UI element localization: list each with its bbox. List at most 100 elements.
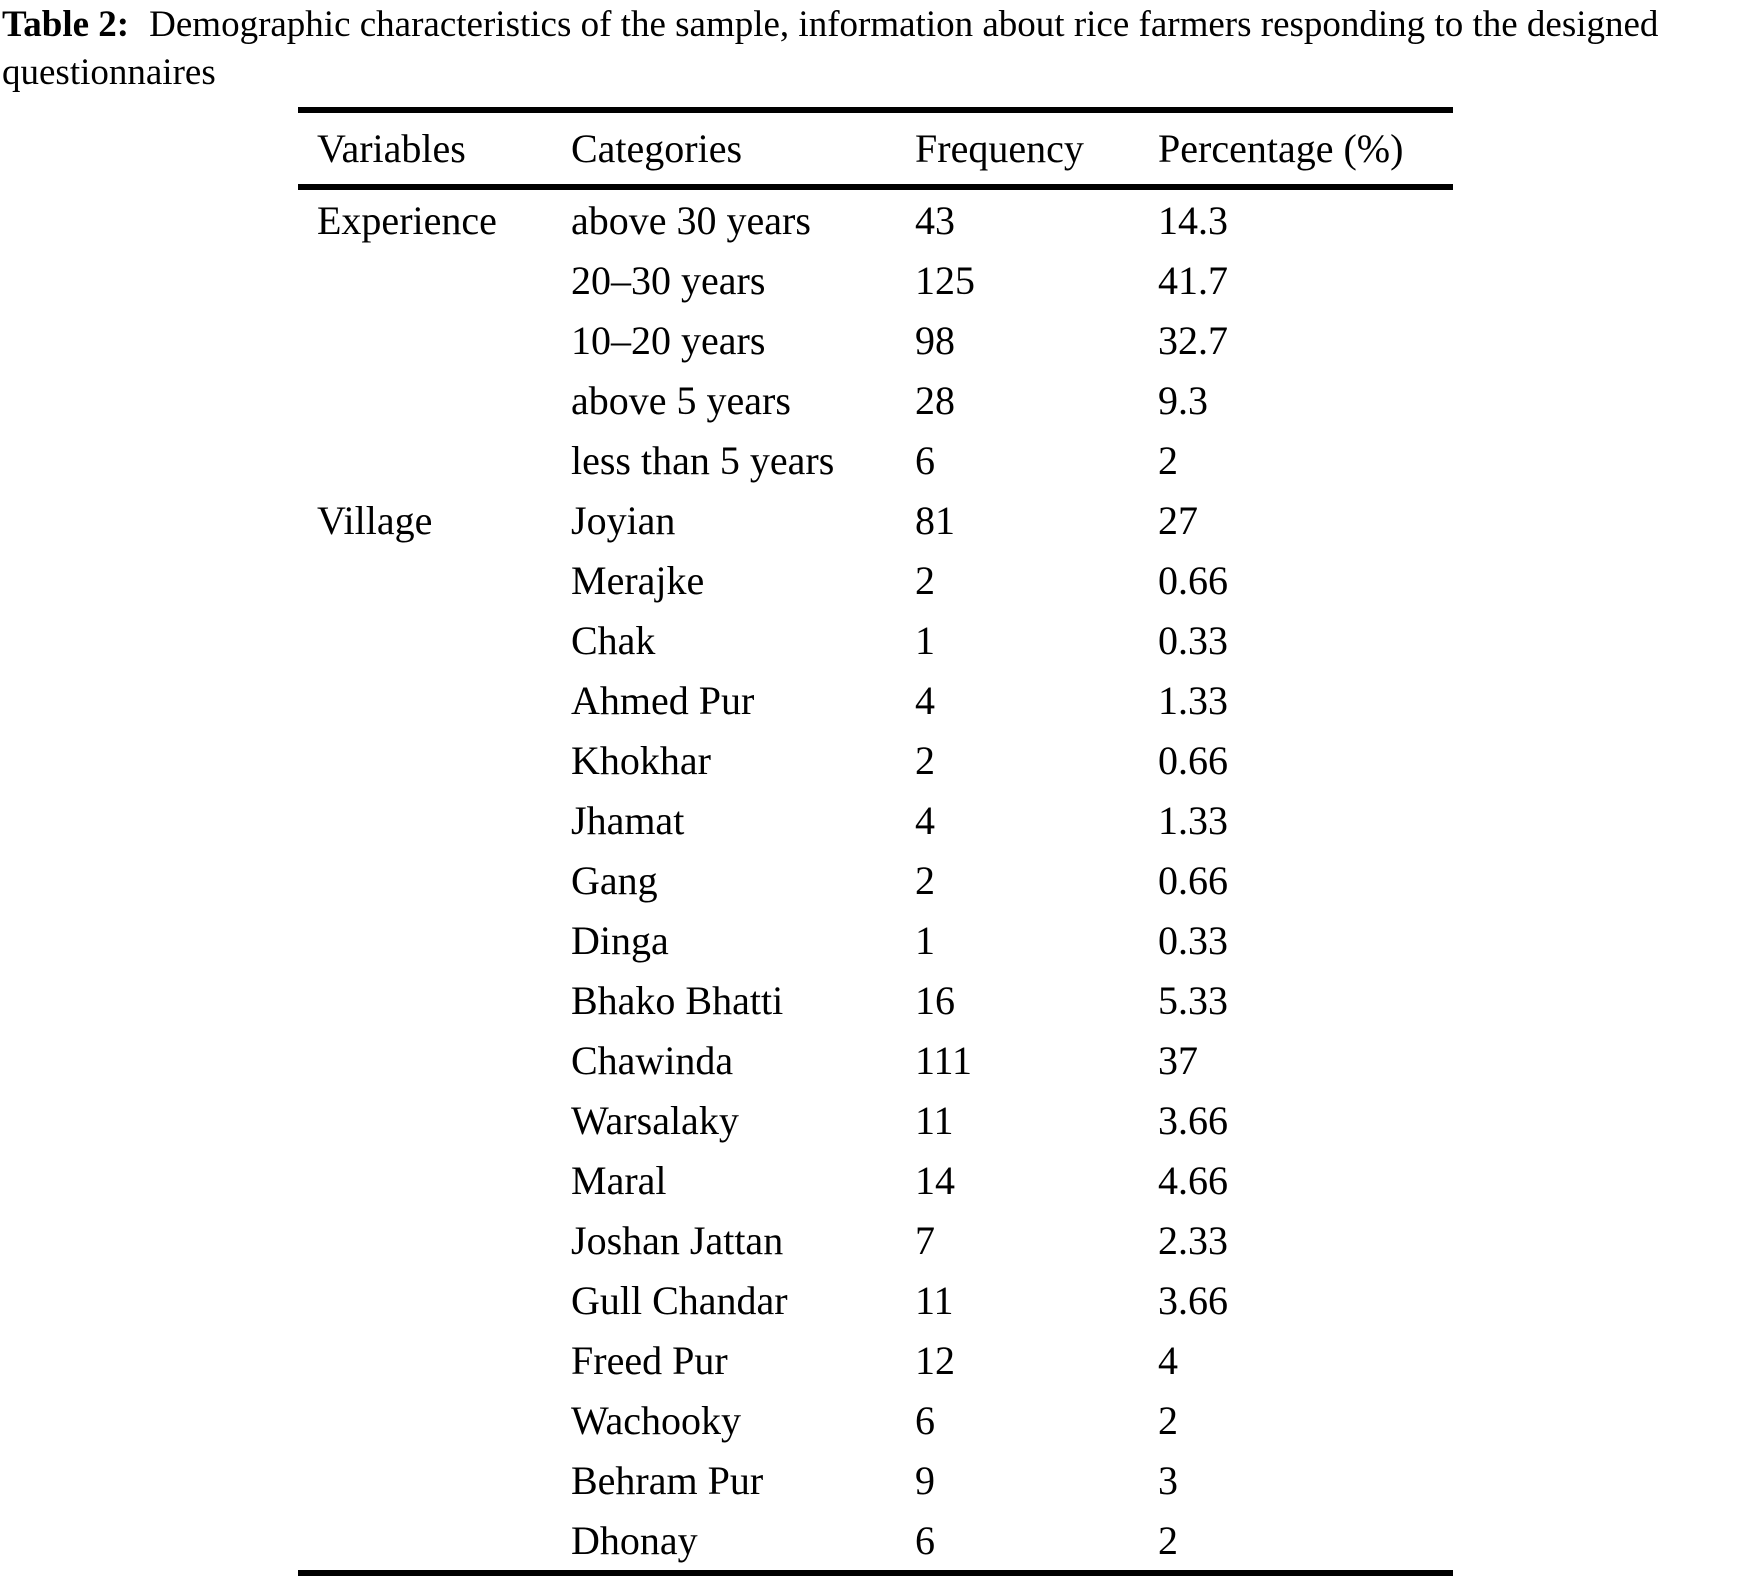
cell-variable: Experience [317,197,497,243]
table-header: Variables Categories Frequency Percentage (… [298,110,1453,187]
table-row: above 5 years 28 9.3 [298,370,1453,430]
table-row: 20–30 years 125 41.7 [298,250,1453,310]
cell-category: Joshan Jattan [571,1217,784,1263]
cell-frequency: 7 [915,1217,935,1263]
cell-percentage: 1.33 [1158,677,1228,723]
table-body: Experience above 30 years 43 14.3 20–30 year… [298,187,1453,1573]
cell-percentage: 2.33 [1158,1217,1228,1263]
table-caption: Table 2: Demographic characteristics of t… [2,1,1749,97]
cell-percentage: 41.7 [1158,257,1228,303]
column-header-variables: Variables [317,126,466,171]
cell-variable [298,1510,571,1573]
table-row: Warsalaky 11 3.66 [298,1090,1453,1150]
cell-category: Maral [571,1157,667,1203]
cell-category: above 30 years [571,197,811,243]
cell-percentage: 0.33 [1158,917,1228,963]
table-row: Joshan Jattan 7 2.33 [298,1210,1453,1270]
cell-percentage: 3.66 [1158,1277,1228,1323]
table-row: Jhamat 4 1.33 [298,790,1453,850]
table-row: less than 5 years 6 2 [298,430,1453,490]
cell-category: Behram Pur [571,1457,764,1503]
cell-frequency: 1 [915,917,935,963]
cell-frequency: 2 [915,557,935,603]
cell-frequency: 16 [915,977,955,1023]
cell-frequency: 4 [915,677,935,723]
cell-percentage: 37 [1158,1037,1198,1083]
cell-variable [298,1450,571,1510]
cell-category: Dhonay [571,1517,698,1563]
cell-frequency: 6 [915,437,935,483]
cell-frequency: 11 [915,1097,954,1143]
table-row: Maral 14 4.66 [298,1150,1453,1210]
cell-variable [298,970,571,1030]
table-caption-text: Demographic characteristics of the sampl… [2,4,1659,93]
cell-variable [298,250,571,310]
cell-category: Ahmed Pur [571,677,755,723]
table-row: Ahmed Pur 4 1.33 [298,670,1453,730]
cell-frequency: 9 [915,1457,935,1503]
cell-category: Bhako Bhatti [571,977,784,1023]
cell-variable [298,850,571,910]
column-header-frequency: Frequency [915,126,1084,171]
table-row: Freed Pur 12 4 [298,1330,1453,1390]
cell-frequency: 98 [915,317,955,363]
cell-percentage: 2 [1158,1397,1178,1443]
cell-category: Jhamat [571,797,685,843]
cell-variable [298,1330,571,1390]
cell-percentage: 3 [1158,1457,1178,1503]
cell-percentage: 0.33 [1158,617,1228,663]
cell-frequency: 14 [915,1157,955,1203]
cell-percentage: 0.66 [1158,737,1228,783]
cell-percentage: 0.66 [1158,857,1228,903]
table-row: Chak 1 0.33 [298,610,1453,670]
cell-variable [298,790,571,850]
table-row: Experience above 30 years 43 14.3 [298,187,1453,250]
cell-variable [298,550,571,610]
table-row: Dhonay 6 2 [298,1510,1453,1573]
table-row: Merajke 2 0.66 [298,550,1453,610]
cell-category: 10–20 years [571,317,766,363]
cell-percentage: 2 [1158,1517,1178,1563]
cell-percentage: 4.66 [1158,1157,1228,1203]
cell-variable [298,910,571,970]
cell-frequency: 11 [915,1277,954,1323]
cell-variable [298,370,571,430]
table-caption-label: Table 2: [2,4,130,45]
cell-frequency: 28 [915,377,955,423]
cell-category: Khokhar [571,737,711,783]
cell-percentage: 14.3 [1158,197,1228,243]
cell-category: less than 5 years [571,437,835,483]
cell-category: Wachooky [571,1397,742,1443]
cell-percentage: 27 [1158,497,1198,543]
cell-variable [298,430,571,490]
table-row: Bhako Bhatti 16 5.33 [298,970,1453,1030]
table-row: Dinga 1 0.33 [298,910,1453,970]
cell-frequency: 4 [915,797,935,843]
table-row: Khokhar 2 0.66 [298,730,1453,790]
cell-variable [298,1210,571,1270]
cell-percentage: 32.7 [1158,317,1228,363]
cell-frequency: 43 [915,197,955,243]
cell-variable [298,670,571,730]
cell-frequency: 111 [915,1037,973,1083]
cell-percentage: 4 [1158,1337,1178,1383]
cell-frequency: 6 [915,1397,935,1443]
cell-category: Freed Pur [571,1337,728,1383]
cell-category: Gang [571,857,658,903]
cell-frequency: 12 [915,1337,955,1383]
cell-percentage: 0.66 [1158,557,1228,603]
table-row: Chawinda 111 37 [298,1030,1453,1090]
table-header-row: Variables Categories Frequency Percentage (… [298,110,1453,187]
table-row: Wachooky 6 2 [298,1390,1453,1450]
cell-category: 20–30 years [571,257,766,303]
cell-category: above 5 years [571,377,791,423]
cell-variable [298,1090,571,1150]
cell-variable [298,1270,571,1330]
cell-variable [298,610,571,670]
cell-variable [298,310,571,370]
cell-frequency: 2 [915,857,935,903]
cell-category: Chawinda [571,1037,734,1083]
cell-frequency: 1 [915,617,935,663]
cell-variable [298,730,571,790]
